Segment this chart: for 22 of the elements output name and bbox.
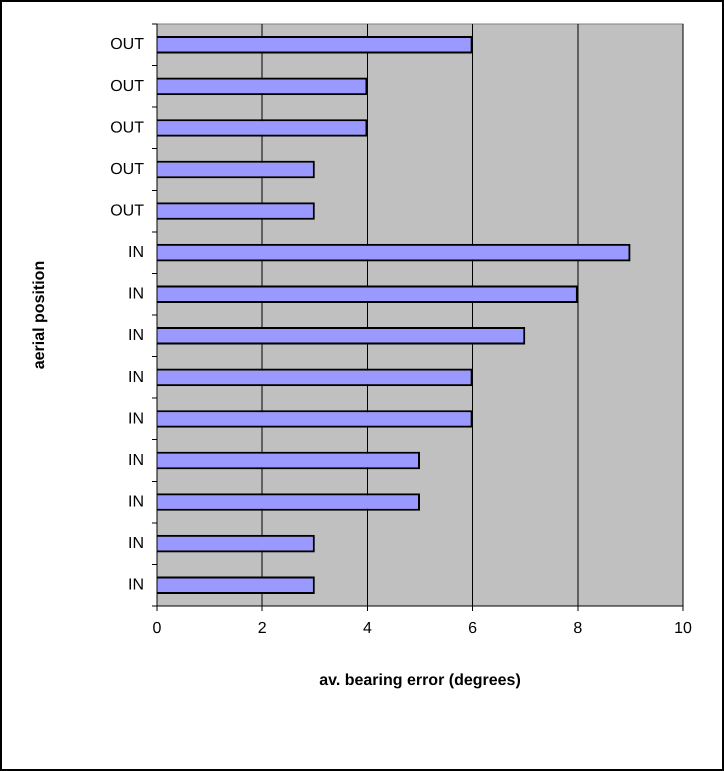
x-tick-label: 2 xyxy=(258,620,267,638)
y-tick-label: IN xyxy=(128,576,144,594)
x-tick-label: 8 xyxy=(573,620,582,638)
y-tick-label: IN xyxy=(128,368,144,386)
y-tick-label: OUT xyxy=(110,78,144,95)
y-tick-label: IN xyxy=(128,535,144,552)
y-axis-title: aerial position xyxy=(31,260,48,370)
y-tick-label: OUT xyxy=(110,160,144,178)
x-tick-label: 6 xyxy=(468,620,478,638)
y-tick-label: IN xyxy=(128,410,144,428)
x-tick-label: 4 xyxy=(362,620,372,638)
x-tick-label: 10 xyxy=(674,620,692,638)
x-tick-label: 0 xyxy=(152,620,162,638)
y-tick-label: OUT xyxy=(110,36,144,54)
y-tick-label: OUT xyxy=(110,119,144,136)
x-axis-title: av. bearing error (degrees) xyxy=(319,672,521,689)
y-tick-label: IN xyxy=(128,452,144,469)
y-tick-label: IN xyxy=(128,286,144,303)
y-tick-label: OUT xyxy=(110,202,144,220)
y-tick-label: IN xyxy=(128,493,144,510)
y-tick-label: IN xyxy=(128,327,144,344)
y-tick-label: IN xyxy=(128,244,144,262)
